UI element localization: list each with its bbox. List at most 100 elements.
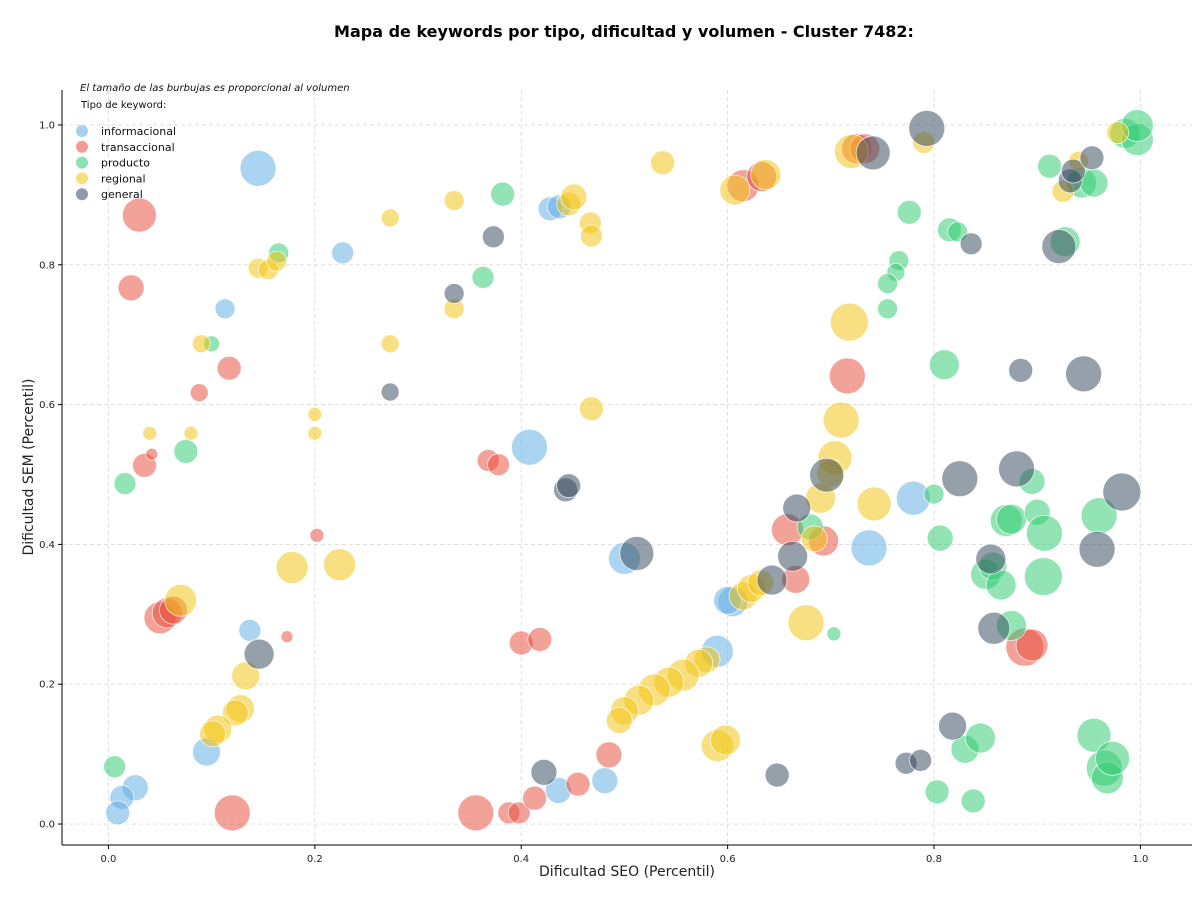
legend-marker-general — [76, 188, 88, 201]
general-bubble — [855, 135, 891, 171]
general-bubble — [481, 225, 505, 249]
informacional-bubble — [105, 800, 131, 826]
producto-bubble — [896, 199, 922, 225]
x-tick-label: 0.2 — [307, 854, 323, 865]
transaccional-bubble — [565, 771, 591, 797]
general-bubble — [908, 110, 946, 147]
x-ticks: 0.0 0.2 0.4 0.6 0.8 1.0 — [100, 845, 1148, 865]
axes — [61, 90, 1192, 846]
regional-bubble — [231, 661, 261, 691]
producto-bubble — [923, 483, 945, 505]
regional-bubble — [183, 425, 199, 441]
producto-bubble — [1037, 153, 1062, 179]
general-bubble — [1060, 158, 1086, 184]
x-tick-label: 0.0 — [100, 854, 116, 865]
general-bubble — [938, 711, 967, 741]
size-note: El tamaño de las burbujas es proporciona… — [80, 83, 350, 94]
general-bubble — [1102, 472, 1142, 512]
general-bubble — [1065, 355, 1103, 393]
general-bubble — [756, 564, 788, 596]
general-bubble — [998, 450, 1035, 488]
legend-label-producto: producto — [101, 157, 150, 170]
general-bubble — [941, 460, 979, 498]
general-bubble — [619, 536, 655, 571]
y-tick-label: 0.8 — [39, 260, 55, 271]
producto-bubble — [928, 349, 960, 381]
producto-bubble — [1026, 514, 1063, 552]
legend-label-transaccional: transaccional — [101, 141, 175, 154]
regional-bubble — [579, 224, 603, 248]
regional-bubble — [710, 724, 741, 756]
y-tick-label: 0.0 — [39, 820, 55, 831]
general-bubble — [782, 493, 812, 523]
regional-bubble — [266, 250, 288, 272]
regional-bubble — [307, 406, 323, 422]
transaccional-bubble — [487, 453, 510, 477]
producto-bubble — [471, 265, 495, 289]
regional-bubble — [560, 183, 588, 211]
legend-marker-regional — [76, 172, 88, 185]
informacional-bubble — [239, 149, 277, 187]
general-bubble — [959, 232, 983, 256]
informacional-bubble — [214, 298, 236, 320]
general-bubble — [909, 749, 932, 772]
series-transaccional — [117, 133, 1049, 832]
transaccional-bubble — [145, 447, 159, 461]
general-bubble — [443, 283, 465, 304]
informacional-bubble — [850, 529, 888, 567]
producto-bubble — [877, 273, 898, 295]
producto-bubble — [173, 439, 199, 464]
general-bubble — [975, 543, 1007, 575]
series-producto — [103, 109, 1154, 814]
legend-label-general: general — [101, 188, 143, 201]
producto-bubble — [960, 788, 986, 814]
informacional-bubble — [238, 618, 262, 642]
legend-label-informacional: informacional — [101, 125, 176, 138]
general-bubble — [243, 638, 275, 670]
general-bubble — [764, 762, 790, 788]
legend-marker-transaccional — [76, 140, 88, 153]
regional-bubble — [719, 174, 751, 206]
producto-bubble — [103, 755, 127, 779]
regional-bubble — [856, 486, 892, 522]
informacional-bubble — [331, 241, 355, 265]
regional-bubble — [578, 396, 604, 422]
regional-bubble — [1106, 121, 1130, 145]
y-tick-label: 1.0 — [39, 120, 55, 131]
transaccional-bubble — [280, 630, 294, 644]
x-tick-label: 0.6 — [720, 854, 736, 865]
transaccional-bubble — [457, 794, 495, 832]
legend-title: Tipo de keyword: — [80, 100, 166, 111]
regional-bubble — [323, 548, 356, 582]
producto-bubble — [113, 472, 137, 495]
transaccional-bubble — [527, 627, 553, 652]
regional-bubble — [142, 425, 158, 441]
regional-bubble — [829, 302, 869, 342]
chart-title: Mapa de keywords por tipo, dificultad y … — [334, 22, 914, 41]
transaccional-bubble — [121, 197, 157, 233]
transaccional-bubble — [309, 527, 325, 543]
transaccional-bubble — [1015, 628, 1049, 662]
general-bubble — [556, 473, 582, 499]
general-bubble — [1079, 145, 1105, 171]
regional-bubble — [380, 334, 400, 354]
y-ticks: 0.0 0.2 0.4 0.6 0.8 1.0 — [39, 120, 62, 831]
regional-bubble — [750, 159, 782, 190]
producto-bubble — [996, 503, 1027, 535]
producto-bubble — [924, 779, 950, 805]
producto-bubble — [490, 181, 516, 207]
grid-lines — [62, 90, 1192, 845]
general-bubble — [530, 758, 558, 786]
regional-bubble — [787, 604, 825, 642]
y-tick-label: 0.2 — [39, 680, 55, 691]
producto-bubble — [926, 524, 954, 552]
regional-bubble — [605, 707, 633, 734]
regional-bubble — [164, 583, 198, 617]
producto-bubble — [965, 722, 996, 754]
general-bubble — [1041, 229, 1077, 264]
legend-marker-producto — [76, 156, 88, 169]
general-bubble — [1078, 530, 1116, 568]
transaccional-bubble — [828, 357, 866, 395]
transaccional-bubble — [189, 383, 209, 403]
